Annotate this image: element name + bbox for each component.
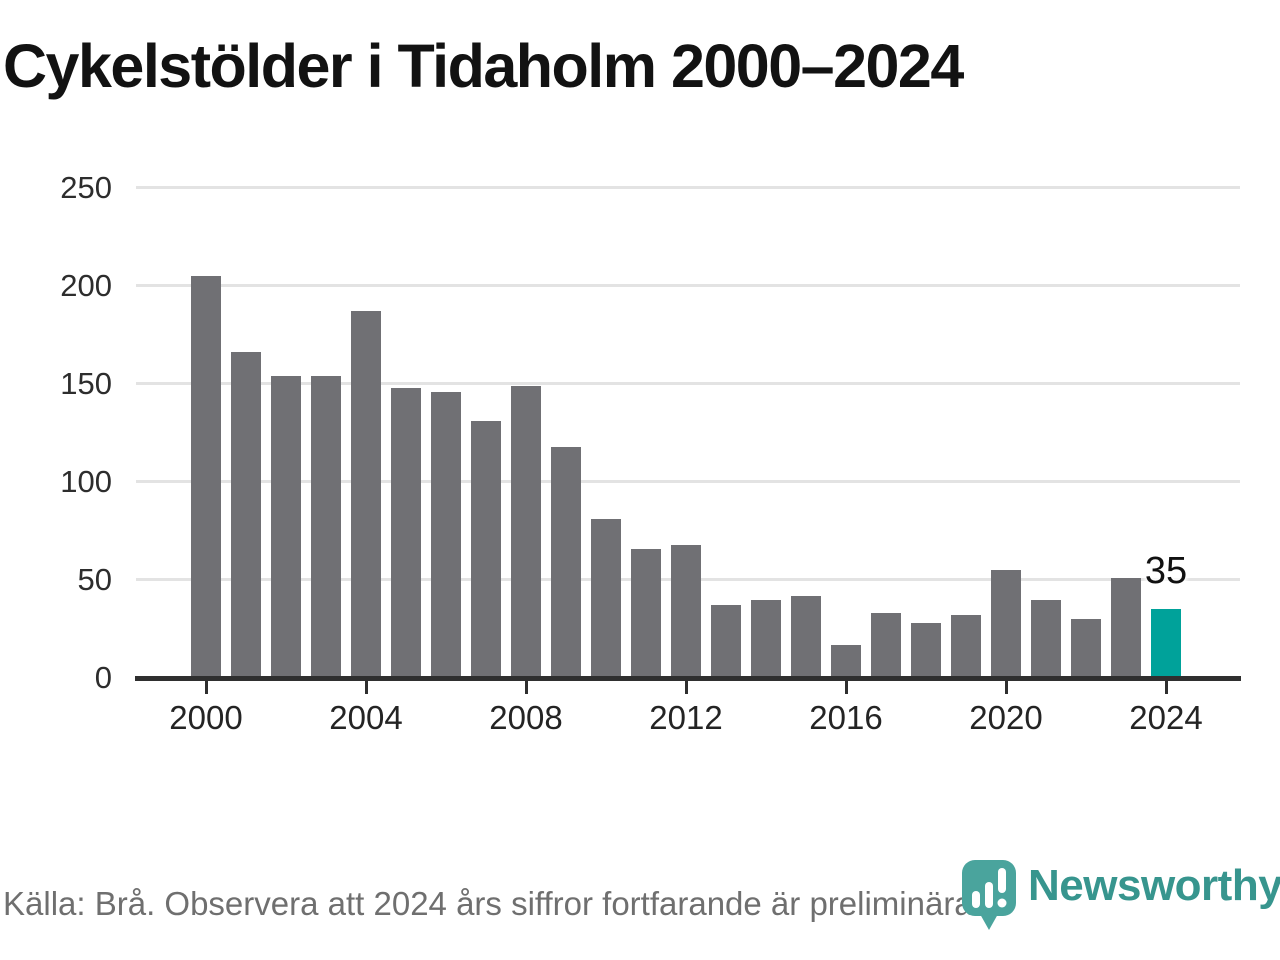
- x-axis-tick-label-2020: 2020: [969, 699, 1043, 736]
- x-axis-tick-2008: [524, 681, 528, 694]
- bar-2020: [991, 570, 1021, 678]
- x-axis-tick-label-2012: 2012: [649, 699, 723, 736]
- x-axis-tick-2020: [1004, 681, 1008, 694]
- y-axis-tick-label-50: 50: [77, 561, 112, 597]
- bar-2005: [391, 387, 421, 678]
- x-axis-tick-2016: [844, 681, 848, 694]
- x-axis-tick-label-2008: 2008: [489, 699, 563, 736]
- bar-2008: [511, 385, 541, 678]
- chart-title: Cykelstölder i Tidaholm 2000–2024: [3, 32, 964, 100]
- x-axis-tick-2000: [204, 681, 208, 694]
- bar-2022: [1071, 619, 1101, 678]
- bar-2001: [231, 352, 261, 678]
- newsworthy-logo: Newsworthy: [960, 858, 1280, 932]
- x-axis-tick-2004: [364, 681, 368, 694]
- bar-2000: [191, 275, 221, 678]
- bar-2012: [671, 544, 701, 678]
- bar-2017: [871, 613, 901, 678]
- bar-2014: [751, 599, 781, 678]
- highlight-value-label: 35: [1144, 550, 1188, 592]
- newsworthy-pin-icon: [962, 860, 1016, 930]
- bar-2013: [711, 605, 741, 678]
- x-axis-tick-label-2000: 2000: [169, 699, 243, 736]
- y-axis-tick-label-100: 100: [60, 463, 112, 499]
- x-axis-tick-label-2016: 2016: [809, 699, 883, 736]
- x-axis-tick-2024: [1164, 681, 1168, 694]
- bar-2019: [951, 615, 981, 678]
- bar-2007: [471, 421, 501, 678]
- x-axis-tick-2012: [684, 681, 688, 694]
- y-axis-tick-label-150: 150: [60, 365, 112, 401]
- bar-2006: [431, 391, 461, 678]
- source-note: Källa: Brå. Observera att 2024 års siffr…: [3, 885, 982, 922]
- y-axis-tick-label-200: 200: [60, 267, 112, 303]
- bar-2023: [1111, 577, 1141, 678]
- newsworthy-wordmark: Newsworthy: [1028, 861, 1280, 910]
- bar-2021: [1031, 599, 1061, 678]
- bar-2011: [631, 548, 661, 678]
- bar-2009: [551, 446, 581, 678]
- bar-2016: [831, 644, 861, 678]
- gridline-250: [136, 186, 1240, 189]
- x-axis-line: [135, 676, 1241, 681]
- bar-2002: [271, 375, 301, 678]
- gridline-100: [136, 480, 1240, 484]
- gridline-200: [136, 284, 1240, 288]
- x-axis-tick-label-2004: 2004: [329, 699, 403, 736]
- bar-2018: [911, 623, 941, 678]
- y-axis-tick-label-250: 250: [60, 169, 112, 205]
- bar-2015: [791, 595, 821, 678]
- bar-2003: [311, 375, 341, 678]
- bar-2024: [1151, 609, 1181, 678]
- y-axis-tick-label-0: 0: [94, 660, 112, 695]
- x-axis-tick-label-2024: 2024: [1129, 699, 1203, 736]
- bar-2004: [351, 311, 381, 678]
- gridline-150: [136, 382, 1240, 386]
- bar-2010: [591, 519, 621, 678]
